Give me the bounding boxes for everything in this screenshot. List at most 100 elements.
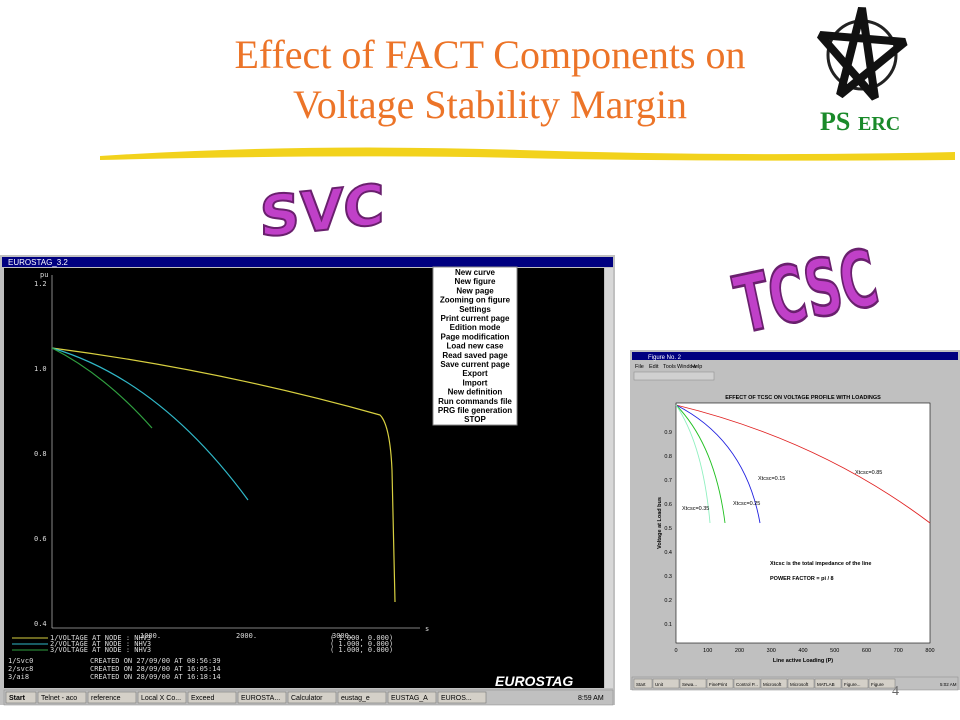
y-tick-label: 0.6	[664, 502, 672, 508]
taskbar-button[interactable]	[337, 691, 387, 704]
window-title: EUROSTAG_3.2	[8, 258, 68, 267]
taskbar-label: Figure	[871, 682, 884, 687]
taskbar-label: Sewa...	[682, 682, 697, 687]
menu-item: New curve	[455, 268, 496, 277]
logo: PS ERC	[816, 7, 908, 136]
taskbar-label: Control P...	[736, 682, 758, 687]
y-tick-label: 0.9	[664, 430, 672, 436]
taskbar-label: FinePrint	[709, 682, 728, 687]
x-tick-label: 3000.	[332, 632, 353, 640]
x-tick-label: 2000.	[236, 632, 257, 640]
logo-erc: ERC	[858, 113, 900, 135]
taskbar-button[interactable]	[814, 678, 842, 689]
taskbar-button[interactable]	[137, 691, 187, 704]
taskbar-button[interactable]	[868, 678, 896, 689]
menu-item: Edit	[649, 364, 659, 370]
x-tick-label: 800	[925, 648, 934, 654]
menu-item: Zooming on figure	[440, 296, 511, 305]
legend-entry: 3/VOLTAGE AT NODE : NHV3	[50, 646, 151, 654]
y-axis-label: Voltage at Load bus	[657, 497, 663, 549]
y-unit: pu	[40, 271, 48, 279]
note: Xtcsc is the total impedance of the line	[770, 561, 871, 567]
case-name: 1/Svc0	[8, 657, 33, 665]
taskbar-button[interactable]	[87, 691, 137, 704]
menu-item: Save current page	[440, 360, 510, 369]
curve	[51, 347, 396, 603]
case-created: CREATED ON 28/09/00 AT 16:05:14	[90, 665, 221, 673]
taskbar-button[interactable]	[787, 678, 815, 689]
x-tick-label: 400	[798, 648, 807, 654]
svc-label: SVC	[260, 173, 385, 251]
tcsc-label: TCSC	[727, 233, 885, 352]
taskbar-button[interactable]	[237, 691, 287, 704]
taskbar-label: eustag_e	[341, 695, 370, 702]
taskbar-button[interactable]	[187, 691, 237, 704]
taskbar-button[interactable]	[760, 678, 788, 689]
annotation: Xtcsc=0.85	[855, 470, 882, 476]
taskbar-label: MATLAB	[817, 682, 835, 687]
annotation: Xtcsc=0.15	[758, 476, 785, 482]
menu-item: Settings	[459, 305, 491, 314]
taskbar-label: EUROSTA...	[241, 695, 280, 702]
menu-item: Load new case	[447, 342, 504, 351]
taskbar-button[interactable]	[733, 678, 761, 689]
page-number: 4	[892, 684, 899, 699]
legend-entry: 2/VOLTAGE AT NODE : NHV3	[50, 640, 151, 648]
taskbar-button[interactable]	[706, 678, 734, 689]
taskbar-label: Figure...	[844, 682, 861, 687]
y-tick-label: 0.3	[664, 574, 672, 580]
taskbar-button[interactable]	[841, 678, 869, 689]
menu-item: Tools	[663, 364, 676, 370]
curve	[675, 404, 711, 524]
taskbar-label: reference	[91, 695, 121, 702]
taskbar-label: Microsoft	[763, 682, 782, 687]
legend-scale: ( 1.000, 0.000)	[330, 640, 393, 648]
x-tick-label: 0	[674, 648, 677, 654]
taskbar-button[interactable]	[387, 691, 437, 704]
annotation: Xtcsc=0.35	[682, 506, 709, 512]
y-tick-label: 0.1	[664, 622, 672, 628]
brand: EUROSTAG	[495, 673, 573, 689]
curve	[675, 404, 931, 524]
y-tick-label: 0.7	[664, 478, 672, 484]
plot-title: EFFECT OF TCSC ON VOLTAGE PROFILE WITH L…	[725, 395, 881, 401]
title-line: Voltage Stability Margin	[293, 82, 687, 127]
legend-scale: ( 1.000, 0.000)	[330, 646, 393, 654]
taskbar-label: EUSTAG_A	[391, 695, 428, 702]
title-line: Effect of FACT Components on	[234, 32, 745, 77]
taskbar-button[interactable]	[437, 691, 487, 704]
case-name: 2/svc8	[8, 665, 33, 673]
taskbar-label: Microsoft	[790, 682, 809, 687]
menu-item: Help	[691, 364, 702, 370]
y-tick-label: 0.8	[664, 454, 672, 460]
y-tick-label: 0.8	[34, 450, 47, 458]
case-name: 3/ai8	[8, 673, 29, 681]
x-tick-label: 200	[735, 648, 744, 654]
taskbar-button[interactable]	[679, 678, 707, 689]
taskbar-label: EUROS...	[441, 695, 472, 702]
y-tick-label: 0.2	[664, 598, 672, 604]
case-created: CREATED ON 28/09/00 AT 16:18:14	[90, 673, 221, 681]
menu-item: New definition	[448, 388, 503, 397]
taskbar-label: Start	[636, 682, 646, 687]
annotation: Xtcsc=0.25	[733, 501, 760, 507]
menu-item: Import	[463, 378, 488, 387]
curve	[675, 404, 726, 524]
taskbar-button[interactable]	[37, 691, 87, 704]
curve	[51, 347, 153, 429]
eurostag-window: EUROSTAG_3.2 pu s 1.2 1.0 0.8 0.6 0.4 1000. 20…	[0, 255, 615, 706]
y-tick-label: 0.6	[34, 535, 47, 543]
menu-item: STOP	[464, 415, 486, 424]
taskbar-button[interactable]	[633, 678, 653, 689]
taskbar-button[interactable]	[5, 691, 37, 704]
taskbar-button[interactable]	[652, 678, 680, 689]
menu-item: Page modification	[441, 332, 510, 341]
x-tick-label: 300	[767, 648, 776, 654]
x-tick-label: 600	[862, 648, 871, 654]
curve	[675, 404, 761, 524]
x-axis-label: Line active Loading (P)	[773, 658, 833, 664]
x-tick-label: 700	[894, 648, 903, 654]
taskbar-button[interactable]	[287, 691, 337, 704]
